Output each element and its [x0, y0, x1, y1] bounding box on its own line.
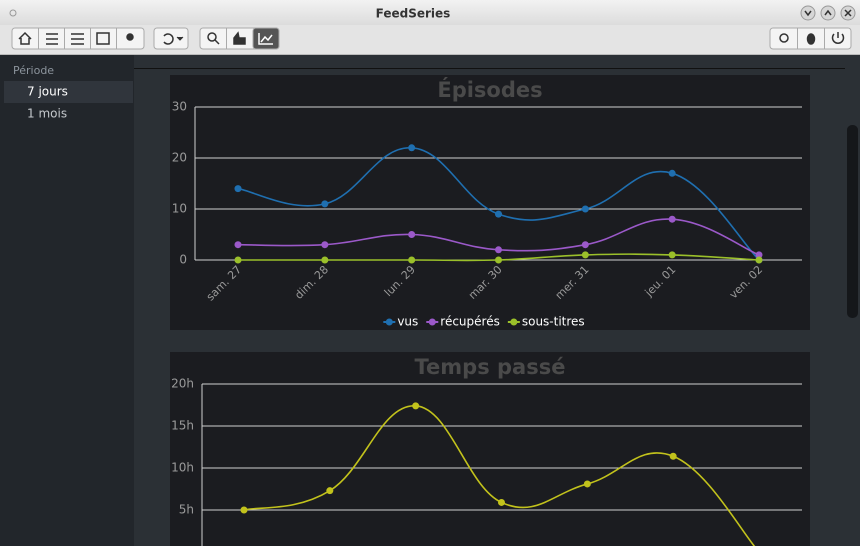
data-point: [498, 498, 505, 506]
y-tick-label: 5h: [179, 503, 194, 517]
power-button[interactable]: [831, 32, 845, 45]
maximize-button[interactable]: [820, 5, 836, 21]
data-point: [495, 246, 502, 254]
window-button-icons: [804, 9, 852, 17]
settings-button[interactable]: [779, 33, 789, 43]
like-button[interactable]: [233, 31, 246, 45]
toolbar-separators: [38, 28, 825, 49]
y-tick-label: 10: [172, 202, 187, 216]
window-buttons: [800, 5, 856, 21]
data-point: [234, 256, 242, 264]
legend-label: récupérés: [440, 315, 500, 329]
data-point: [668, 215, 676, 223]
legend-label: sous-titres: [522, 315, 585, 329]
legend-label: vus: [397, 315, 418, 329]
list-button[interactable]: [71, 33, 84, 45]
data-point: [668, 251, 676, 259]
data-point: [408, 256, 416, 264]
data-point: [583, 480, 591, 488]
chart-panel: [170, 352, 810, 546]
sidebar: [0, 55, 134, 546]
data-point: [408, 231, 416, 238]
debug-button[interactable]: [806, 33, 816, 45]
search-button[interactable]: [207, 32, 217, 42]
data-point: [234, 185, 242, 193]
scrollbar-thumb[interactable]: [847, 125, 858, 318]
y-tick-label: 15h: [171, 419, 194, 433]
legend-marker: [510, 318, 518, 326]
data-point: [234, 241, 242, 249]
chart-title: Temps passé: [415, 355, 566, 379]
data-point: [321, 256, 329, 264]
sidebar-item-active[interactable]: [4, 81, 133, 103]
calendar-button[interactable]: [96, 32, 110, 45]
data-point: [668, 169, 676, 177]
sidebar-item[interactable]: 7 jours: [27, 85, 68, 99]
minimize-button[interactable]: [800, 5, 816, 21]
title-bar: [0, 0, 860, 25]
legend-marker: [385, 318, 393, 326]
y-tick-label: 30: [172, 100, 187, 114]
data-point: [581, 205, 589, 213]
data-point: [321, 200, 329, 208]
data-point: [412, 402, 420, 410]
data-point: [321, 241, 329, 249]
sidebar-heading: Période: [13, 64, 54, 77]
data-point: [408, 144, 416, 152]
data-point: [581, 241, 589, 249]
y-tick-label: 0: [179, 253, 187, 267]
window-menu[interactable]: [9, 9, 17, 17]
data-point: [240, 506, 248, 514]
data-point: [755, 256, 763, 264]
legend-marker: [428, 318, 436, 326]
history-button[interactable]: [153, 27, 189, 50]
tasks-button[interactable]: [46, 33, 58, 45]
people-button[interactable]: [126, 33, 134, 41]
window-title: FeedSeries: [376, 7, 451, 21]
data-point: [326, 487, 334, 495]
data-point: [581, 251, 589, 259]
data-point: [755, 251, 763, 259]
chart-title: Épisodes: [437, 77, 542, 102]
y-tick-label: 20h: [171, 377, 194, 391]
home-button[interactable]: [18, 31, 32, 45]
data-point: [669, 452, 677, 460]
data-point: [495, 210, 502, 218]
y-tick-label: 20: [172, 151, 187, 165]
toolbar-icons: [18, 31, 845, 45]
sidebar-item[interactable]: 1 mois: [27, 107, 67, 121]
y-tick-label: 10h: [171, 461, 194, 475]
data-point: [495, 256, 502, 264]
chart-panel: [170, 75, 810, 330]
